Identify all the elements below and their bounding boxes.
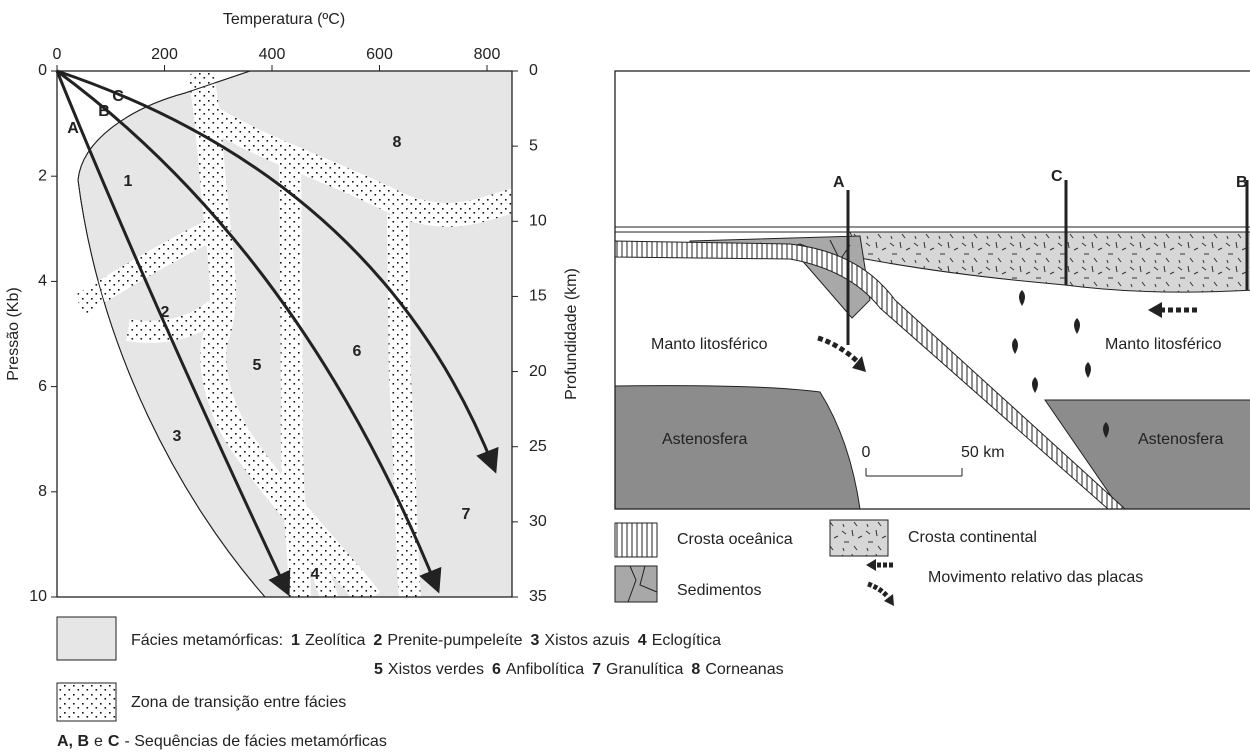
seq-conj: e <box>94 733 103 750</box>
facies-number: 5 <box>253 357 262 374</box>
y2-axis-title: Profundidade (km) <box>563 268 580 400</box>
x-tick-label: 0 <box>53 46 62 63</box>
x-axis-title: Temperatura (ºC) <box>223 11 345 28</box>
facies-name: Eclogítica <box>652 632 721 649</box>
facies-number: 2 <box>373 632 382 649</box>
y2-tick-label: 25 <box>529 438 547 455</box>
facies-number: 7 <box>592 661 601 678</box>
path-label: B <box>98 103 110 120</box>
diagram: Temperatura (ºC) Pressão (Kb) Profundida… <box>0 0 1250 753</box>
facies-name: Corneanas <box>705 661 783 678</box>
facies-number: 7 <box>462 506 471 523</box>
legend-label: Crosta continental <box>908 529 1037 546</box>
mantle-label: Manto litosférico <box>1105 336 1222 353</box>
mantle-label: Manto litosférico <box>651 336 768 353</box>
section-label: B <box>1236 174 1248 191</box>
facies-number: 3 <box>531 632 540 649</box>
y2-tick-label: 5 <box>529 137 538 154</box>
facies-plot: Temperatura (ºC) Pressão (Kb) Profundida… <box>5 11 580 600</box>
y-tick-label: 0 <box>38 62 47 79</box>
legend-label: Sedimentos <box>677 582 762 599</box>
x-tick-label: 200 <box>151 46 178 63</box>
facies-number: 8 <box>393 134 402 151</box>
section-label: C <box>1051 168 1063 185</box>
facies-name: Xistos verdes <box>388 661 484 678</box>
y2-tick-label: 0 <box>529 62 538 79</box>
y2-tick-label: 20 <box>529 363 547 380</box>
cross-section: Manto litosférico Manto litosférico Aste… <box>615 71 1250 509</box>
y-tick-label: 2 <box>38 167 47 184</box>
scale-label: 0 <box>862 444 871 461</box>
asthenosphere-label: Astenosfera <box>662 431 747 448</box>
facies-number: 5 <box>374 661 383 678</box>
facies-name: Granulítica <box>606 661 683 678</box>
seq-letters: A, B <box>57 733 89 750</box>
facies-name: Xistos azuis <box>544 632 629 649</box>
facies-number: 1 <box>291 632 300 649</box>
section-label: A <box>833 174 845 191</box>
path-label: A <box>67 120 79 137</box>
legend-label: Crosta oceânica <box>677 531 793 548</box>
facies-number: 4 <box>638 632 647 649</box>
facies-name: Zeolítica <box>305 632 366 649</box>
y2-tick-label: 30 <box>529 513 547 530</box>
transition-label: Zona de transição entre fácies <box>131 694 346 711</box>
facies-number: 1 <box>124 173 133 190</box>
y-tick-label: 6 <box>38 378 47 395</box>
y2-tick-label: 10 <box>529 213 547 230</box>
x-tick-label: 800 <box>474 46 501 63</box>
x-tick-label: 600 <box>366 46 393 63</box>
x-tick-label: 400 <box>259 46 286 63</box>
y-tick-label: 10 <box>29 588 47 605</box>
seq-letters: C <box>108 733 120 750</box>
facies-number: 6 <box>492 661 501 678</box>
asthenosphere-label: Astenosfera <box>1138 431 1223 448</box>
facies-name: Prenite-pumpeleíte <box>387 632 522 649</box>
facies-number: 4 <box>311 566 320 583</box>
facies-legend: 5 Xistos verdes 6 Anfibolítica 7 Granulítica 8… <box>374 661 784 678</box>
seq-text: - Sequências de fácies metamórficas <box>124 733 386 750</box>
facies-number: 8 <box>691 661 700 678</box>
legend-label: Movimento relativo das placas <box>928 569 1143 586</box>
legend: Crosta oceânica Crosta continental Sedim… <box>615 520 1143 606</box>
y-axis-title: Pressão (Kb) <box>5 287 22 380</box>
scale-label: 50 km <box>961 444 1005 461</box>
path-label: C <box>112 88 124 105</box>
y-tick-label: 4 <box>38 273 47 290</box>
y-tick-label: 8 <box>38 483 47 500</box>
y2-tick-label: 15 <box>529 288 547 305</box>
facies-name: Anfibolítica <box>506 661 584 678</box>
facies-heading: Fácies metamórficas: <box>131 632 283 649</box>
facies-number: 6 <box>353 343 362 360</box>
footer-legend: Fácies metamórficas: 1 Zeolítica 2 Prenite-p… <box>57 617 784 750</box>
facies-number: 2 <box>161 304 170 321</box>
y2-tick-label: 35 <box>529 588 547 605</box>
facies-legend: Fácies metamórficas: 1 Zeolítica 2 Prenite-p… <box>131 632 721 649</box>
facies-number: 3 <box>173 428 182 445</box>
